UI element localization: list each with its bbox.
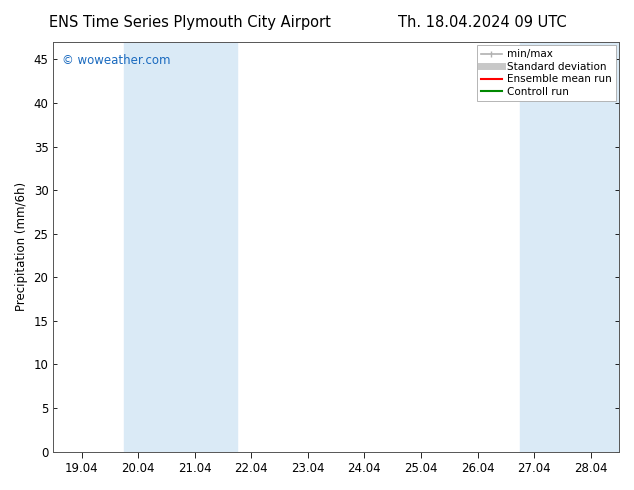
Legend: min/max, Standard deviation, Ensemble mean run, Controll run: min/max, Standard deviation, Ensemble me… (477, 45, 616, 101)
Y-axis label: Precipitation (mm/6h): Precipitation (mm/6h) (15, 182, 28, 311)
Text: © woweather.com: © woweather.com (61, 54, 171, 67)
Bar (124, 42, 237, 452)
Bar (520, 42, 619, 452)
Text: Th. 18.04.2024 09 UTC: Th. 18.04.2024 09 UTC (398, 15, 566, 30)
Text: ENS Time Series Plymouth City Airport: ENS Time Series Plymouth City Airport (49, 15, 331, 30)
